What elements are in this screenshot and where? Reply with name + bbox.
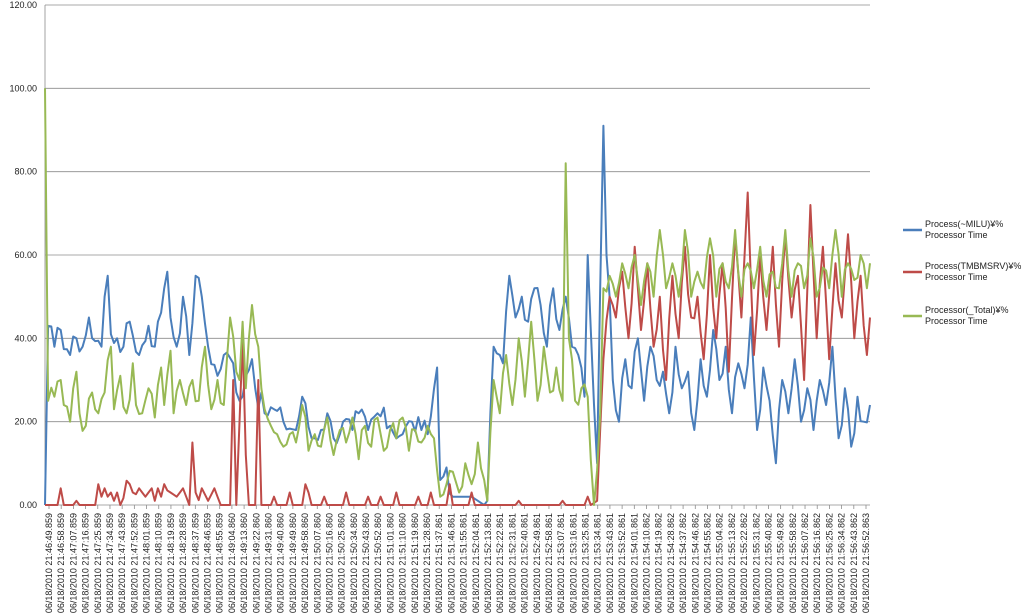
x-tick-label: 06/18/2010 21:56:34.862 bbox=[837, 513, 847, 613]
x-tick-label: 06/18/2010 21:54:46.862 bbox=[690, 513, 700, 613]
x-tick-label: 06/18/2010 21:52:04.861 bbox=[471, 513, 481, 613]
x-tick-label: 06/18/2010 21:53:52.861 bbox=[617, 513, 627, 613]
x-tick-label: 06/18/2010 21:50:07.860 bbox=[312, 513, 322, 613]
x-tick-label: 06/18/2010 21:53:16.861 bbox=[568, 513, 578, 613]
x-tick-label: 06/18/2010 21:49:13.860 bbox=[239, 513, 249, 613]
x-tick-label: 06/18/2010 21:49:49.860 bbox=[288, 513, 298, 613]
x-tick-label: 06/18/2010 21:50:43.860 bbox=[361, 513, 371, 613]
x-tick-label: 06/18/2010 21:48:55.859 bbox=[215, 513, 225, 613]
x-tick-label: 06/18/2010 21:51:55.861 bbox=[459, 513, 469, 613]
legend: Process(~MILU)¥% Processor Time Process(TM… bbox=[903, 219, 1021, 326]
x-tick-label: 06/18/2010 21:51:10.860 bbox=[398, 513, 408, 613]
y-tick-label: 60.00 bbox=[14, 250, 37, 260]
x-tick-label: 06/18/2010 21:51:37.861 bbox=[434, 513, 444, 613]
x-tick-label: 06/18/2010 21:48:10.859 bbox=[154, 513, 164, 613]
x-tick-label: 06/18/2010 21:55:04.862 bbox=[715, 513, 725, 613]
x-tick-label: 06/18/2010 21:48:19.859 bbox=[166, 513, 176, 613]
x-tick-label: 06/18/2010 21:47:07.859 bbox=[68, 513, 78, 613]
x-tick-label: 06/18/2010 21:53:07.861 bbox=[556, 513, 566, 613]
x-tick-label: 06/18/2010 21:49:22.860 bbox=[251, 513, 261, 613]
x-tick-label: 06/18/2010 21:52:40.861 bbox=[520, 513, 530, 613]
legend-label: Process(~MILU)¥% Processor Time bbox=[925, 219, 1003, 240]
x-tick-label: 06/18/2010 21:55:31.862 bbox=[751, 513, 761, 613]
x-tick-label: 06/18/2010 21:56:52.863 bbox=[861, 513, 871, 613]
x-tick-label: 06/18/2010 21:52:31.861 bbox=[507, 513, 517, 613]
y-tick-label: 100.00 bbox=[9, 83, 37, 93]
x-tick-label: 06/18/2010 21:47:25.859 bbox=[93, 513, 103, 613]
x-tick-label: 06/18/2010 21:56:16.862 bbox=[812, 513, 822, 613]
x-tick-label: 06/18/2010 21:48:28.859 bbox=[178, 513, 188, 613]
x-tick-label: 06/18/2010 21:56:07.862 bbox=[800, 513, 810, 613]
x-tick-label: 06/18/2010 21:54:10.862 bbox=[642, 513, 652, 613]
series-line-1 bbox=[44, 124, 871, 506]
x-tick-label: 06/18/2010 21:51:01.860 bbox=[385, 513, 395, 613]
y-tick-label: 40.00 bbox=[14, 333, 37, 343]
x-tick-label: 06/18/2010 21:49:58.860 bbox=[300, 513, 310, 613]
y-tick-label: 120.00 bbox=[9, 0, 37, 10]
x-tick-label: 06/18/2010 21:50:34.860 bbox=[349, 513, 359, 613]
x-tick-label: 06/18/2010 21:54:28.862 bbox=[666, 513, 676, 613]
y-axis: 0.00 20.00 40.00 60.00 80.00 100.00 120.00 bbox=[9, 0, 46, 510]
x-tick-label: 06/18/2010 21:54:01.861 bbox=[629, 513, 639, 613]
x-tick-label: 06/18/2010 21:49:31.860 bbox=[263, 513, 273, 613]
x-axis: 06/18/2010 21:46:49.859 06/18/2010 21:46:… bbox=[44, 505, 871, 613]
x-tick-label: 06/18/2010 21:52:49.861 bbox=[532, 513, 542, 613]
x-tick-label: 06/18/2010 21:52:13.861 bbox=[483, 513, 493, 613]
y-tick-label: 20.00 bbox=[14, 417, 37, 427]
x-tick-label: 06/18/2010 21:54:37.862 bbox=[678, 513, 688, 613]
x-tick-label: 06/18/2010 21:48:37.859 bbox=[190, 513, 200, 613]
x-tick-label: 06/18/2010 21:49:04.860 bbox=[227, 513, 237, 613]
x-tick-label: 06/18/2010 21:53:43.861 bbox=[605, 513, 615, 613]
x-tick-label: 06/18/2010 21:48:01.859 bbox=[142, 513, 152, 613]
x-tick-label: 06/18/2010 21:55:49.862 bbox=[776, 513, 786, 613]
y-tick-label: 80.00 bbox=[14, 167, 37, 177]
series-line-2 bbox=[45, 191, 871, 506]
x-tick-label: 06/18/2010 21:50:25.860 bbox=[337, 513, 347, 613]
x-tick-label: 06/18/2010 21:47:34.859 bbox=[105, 513, 115, 613]
x-tick-label: 06/18/2010 21:50:16.860 bbox=[324, 513, 334, 613]
x-tick-label: 06/18/2010 21:50:52.860 bbox=[373, 513, 383, 613]
x-tick-label: 06/18/2010 21:46:49.859 bbox=[44, 513, 54, 613]
x-tick-label: 06/18/2010 21:46:58.859 bbox=[56, 513, 66, 613]
x-tick-label: 06/18/2010 21:54:55.862 bbox=[702, 513, 712, 613]
x-tick-label: 06/18/2010 21:56:25.862 bbox=[824, 513, 834, 613]
x-tick-label: 06/18/2010 21:53:25.861 bbox=[581, 513, 591, 613]
x-tick-label: 06/18/2010 21:54:19.862 bbox=[654, 513, 664, 613]
y-tick-label: 0.00 bbox=[19, 500, 37, 510]
x-tick-label: 06/18/2010 21:53:34.861 bbox=[593, 513, 603, 613]
x-tick-label: 06/18/2010 21:51:46.861 bbox=[446, 513, 456, 613]
x-tick-label: 06/18/2010 21:51:28.860 bbox=[422, 513, 432, 613]
x-tick-label: 06/18/2010 21:55:22.862 bbox=[739, 513, 749, 613]
legend-label: Processor(_Total)¥% Processor Time bbox=[925, 305, 1009, 326]
series-lines bbox=[44, 88, 871, 506]
x-tick-label: 06/18/2010 21:47:52.859 bbox=[129, 513, 139, 613]
legend-label: Process(TMBMSRV)¥% Processor Time bbox=[925, 261, 1021, 282]
x-tick-label: 06/18/2010 21:55:13.862 bbox=[727, 513, 737, 613]
x-tick-label: 06/18/2010 21:55:58.862 bbox=[788, 513, 798, 613]
gridlines bbox=[45, 4, 870, 506]
series-line-3 bbox=[44, 88, 871, 506]
x-tick-label: 06/18/2010 21:48:46.859 bbox=[203, 513, 213, 613]
x-tick-label: 06/18/2010 21:56:43.862 bbox=[849, 513, 859, 613]
x-tick-label: 06/18/2010 21:55:40.862 bbox=[763, 513, 773, 613]
x-tick-label: 06/18/2010 21:51:19.860 bbox=[410, 513, 420, 613]
x-tick-label: 06/18/2010 21:49:40.860 bbox=[276, 513, 286, 613]
x-tick-label: 06/18/2010 21:47:16.859 bbox=[81, 513, 91, 613]
x-tick-label: 06/18/2010 21:52:22.861 bbox=[495, 513, 505, 613]
x-tick-label: 06/18/2010 21:47:43.859 bbox=[117, 513, 127, 613]
x-tick-label: 06/18/2010 21:52:58.861 bbox=[544, 513, 554, 613]
